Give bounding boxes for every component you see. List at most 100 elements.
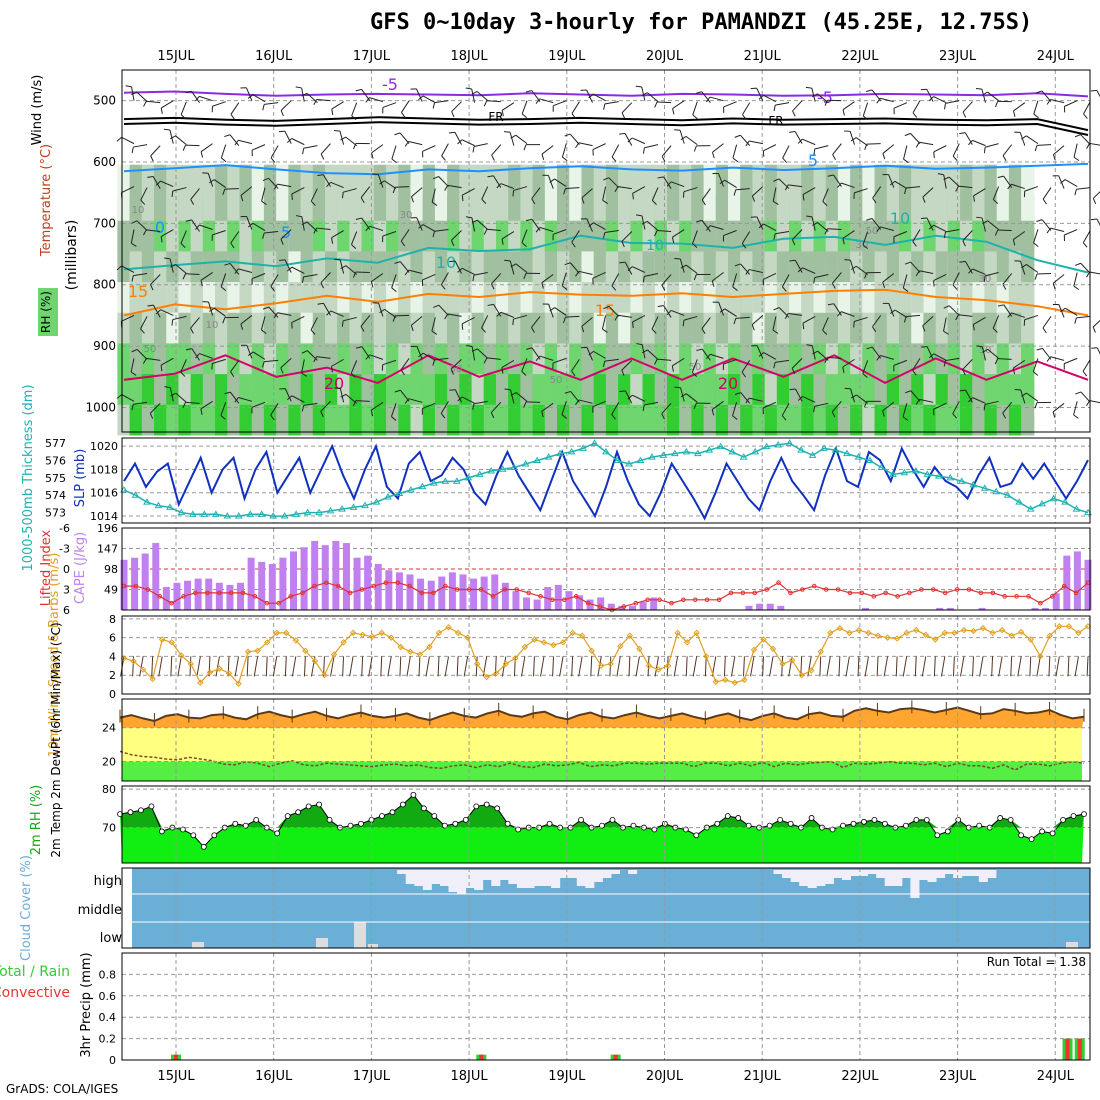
wind-barb-flag <box>295 215 302 218</box>
slp-tick-label: 1018 <box>90 463 118 476</box>
lifted-index-point <box>193 590 198 596</box>
li-tick-label: -6 <box>59 522 70 535</box>
rh-cell <box>679 164 693 221</box>
pressure-tick-label: 600 <box>93 155 116 169</box>
wind-barb-flag <box>959 260 966 263</box>
contour-label: 10 <box>890 209 910 228</box>
wind-barb-flag <box>224 391 231 395</box>
wind-barb-10m <box>1067 656 1070 677</box>
contour-label: 20 <box>718 374 738 393</box>
wind-barb <box>1032 358 1039 372</box>
wind-barb <box>261 187 266 202</box>
wind-barb-flag <box>431 201 438 207</box>
wind-speed-point <box>349 629 357 637</box>
wind-barb-10m <box>272 656 278 677</box>
wind-barb <box>1024 186 1039 192</box>
cloud-high-cell <box>859 870 869 876</box>
wind-barb-10m <box>953 656 955 677</box>
wind-barb <box>763 352 777 360</box>
wind-tick-label: 6 <box>109 632 116 645</box>
rh-cell <box>874 164 888 221</box>
wind-barb-flag <box>160 236 163 243</box>
wind-barb-flag <box>621 241 625 248</box>
rh-cell <box>996 164 1010 221</box>
wind-speed-point <box>855 626 863 634</box>
wind-barb <box>1089 271 1100 275</box>
wind-barb <box>578 142 593 147</box>
rh2m-point <box>410 791 417 798</box>
wind-barb-10m <box>151 656 154 677</box>
wind-barb <box>602 186 607 201</box>
wind-barb-flag <box>549 178 555 183</box>
wind-barb <box>462 188 475 196</box>
wind-barb <box>391 145 397 160</box>
wind-barb <box>663 305 672 318</box>
wind-barb <box>1024 314 1039 321</box>
wind-speed-point <box>426 643 433 651</box>
wind-barb-flag <box>501 367 504 374</box>
wind-barb <box>679 258 685 273</box>
wind-barb <box>943 174 947 189</box>
wind-barb-flag <box>342 192 344 199</box>
wind-barb <box>945 229 960 233</box>
wind-barb-flag <box>1012 110 1016 117</box>
wind-barb <box>238 268 253 273</box>
wind-barb <box>992 186 1000 200</box>
wind-barb-flag <box>959 132 966 135</box>
wind-barb <box>832 143 842 155</box>
wind-barb <box>369 225 384 232</box>
wind-barb <box>180 359 187 373</box>
wind-barb <box>732 273 738 288</box>
wind-barb <box>471 88 476 103</box>
wind-barb <box>1013 102 1026 112</box>
wind-barb <box>136 349 148 360</box>
lifted-index-point <box>526 590 531 596</box>
lifted-index-point <box>776 580 781 585</box>
li-tick-label: 6 <box>63 604 70 617</box>
wind-barb-10m <box>940 656 946 677</box>
wind-barb-flag <box>1086 143 1091 149</box>
wind-barb-flag <box>222 188 226 195</box>
rh-cell <box>202 164 217 221</box>
rh2m-point <box>745 822 752 829</box>
precip-convective-bar <box>1065 1038 1070 1060</box>
wind-barb-flag <box>301 372 307 377</box>
wind-barb-flag <box>310 329 316 335</box>
wind-speed-point <box>359 631 366 639</box>
wind-barb <box>756 345 764 359</box>
wind-speed-point <box>540 639 548 646</box>
pressure-tick-label: 500 <box>93 94 116 108</box>
wind-barb-flag <box>784 313 789 319</box>
lifted-index-point <box>478 587 484 592</box>
wind-barb-flag <box>797 396 803 401</box>
wind-barb <box>531 187 541 200</box>
wind-barb <box>723 358 737 365</box>
wind-barb-flag <box>642 276 645 283</box>
rh-cell <box>520 164 534 221</box>
wind-barb <box>802 395 816 403</box>
wind-barb <box>1026 264 1039 273</box>
rh2m-point <box>976 822 983 829</box>
wind-barb <box>880 355 894 360</box>
wind-barb-flag <box>745 397 750 404</box>
precip-tick-label: 0.6 <box>99 990 117 1003</box>
wind-barb-10m <box>730 656 736 677</box>
thickness-point <box>211 510 220 517</box>
temp-tick-label: 24 <box>102 722 116 735</box>
wind-barb-flag <box>635 214 643 217</box>
wind-barb <box>1089 142 1100 146</box>
rh2m-point <box>787 820 794 827</box>
wind-barb <box>571 359 580 372</box>
rh-cell <box>654 164 668 221</box>
wind-barb <box>451 230 462 241</box>
cloud-high-cell <box>602 870 612 878</box>
wind-barb-flag <box>440 413 446 419</box>
wind-barb-10m <box>444 656 450 677</box>
top-date-label: 19JUL <box>548 49 586 64</box>
top-date-label: 24JUL <box>1037 49 1075 64</box>
wind-speed-point <box>531 636 538 643</box>
wind-barb-flag <box>163 128 170 131</box>
wind-barb-flag <box>602 360 606 368</box>
wind-barb-flag <box>696 348 703 352</box>
wind-barb-flag <box>331 237 334 244</box>
